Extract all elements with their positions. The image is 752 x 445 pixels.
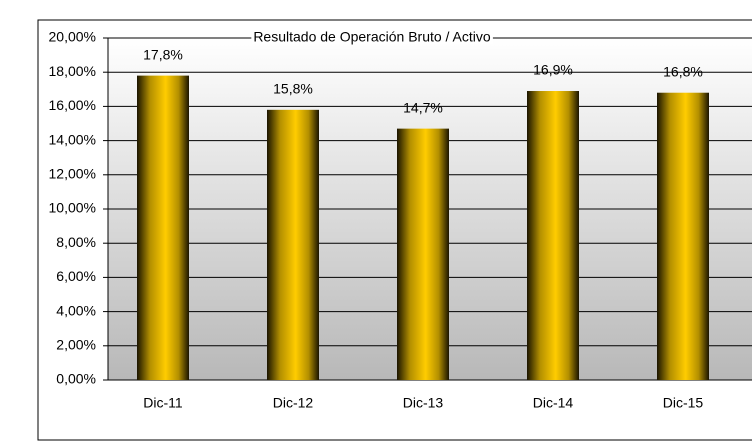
chart-subtitle: Resultado de Operación Bruto / Activo bbox=[253, 29, 491, 45]
y-tick-label: 6,00% bbox=[56, 268, 96, 284]
value-label: 16,8% bbox=[663, 63, 703, 79]
y-tick-label: 2,00% bbox=[56, 337, 96, 353]
y-tick-label: 16,00% bbox=[49, 97, 96, 113]
bar bbox=[267, 109, 319, 380]
y-tick-label: 14,00% bbox=[49, 131, 96, 147]
bar bbox=[137, 75, 189, 381]
value-label: 17,8% bbox=[143, 46, 183, 62]
y-tick-label: 0,00% bbox=[56, 371, 96, 387]
y-tick-label: 20,00% bbox=[49, 29, 96, 45]
y-tick-label: 10,00% bbox=[49, 200, 96, 216]
x-tick-label: Dic-14 bbox=[533, 395, 574, 411]
y-tick-label: 8,00% bbox=[56, 234, 96, 250]
value-label: 16,9% bbox=[533, 62, 573, 78]
value-label: 15,8% bbox=[273, 81, 313, 97]
x-tick-label: Dic-12 bbox=[273, 395, 314, 411]
y-tick-label: 12,00% bbox=[49, 166, 96, 182]
x-tick-label: Dic-13 bbox=[403, 395, 444, 411]
value-label: 14,7% bbox=[403, 99, 443, 115]
y-tick-label: 18,00% bbox=[49, 63, 96, 79]
x-tick-label: Dic-11 bbox=[143, 395, 183, 411]
bar bbox=[657, 92, 709, 380]
bar bbox=[397, 128, 449, 380]
subtitle-background bbox=[251, 28, 493, 45]
bar bbox=[527, 91, 579, 380]
y-tick-label: 4,00% bbox=[56, 302, 96, 318]
x-tick-label: Dic-15 bbox=[663, 395, 704, 411]
